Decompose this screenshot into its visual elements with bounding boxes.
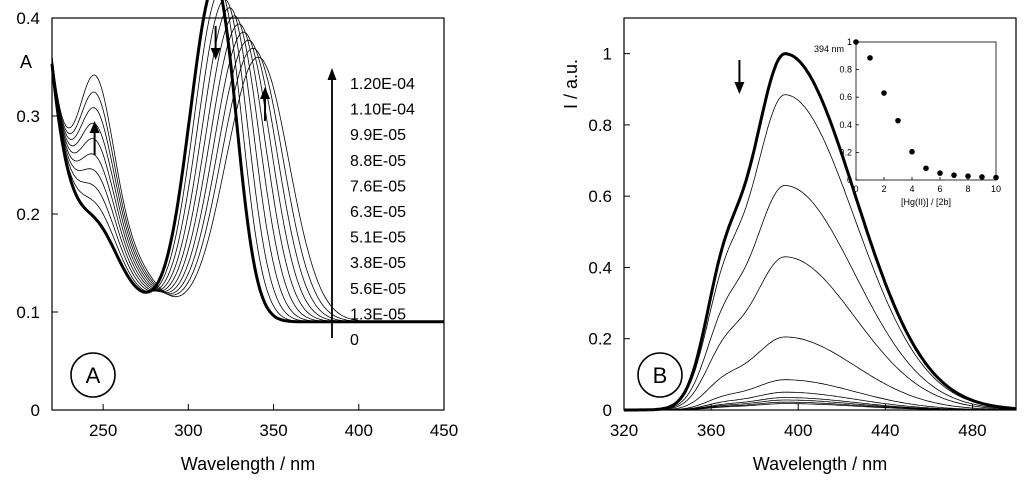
panel-b-y-tick-label: 0.4 (588, 258, 612, 277)
panel-b-x-axis: 320 360 400 440 480 (610, 404, 987, 440)
panel-a-legend-entry: 6.3E-05 (350, 204, 406, 221)
panel-b-spectrum-line (624, 52, 1017, 412)
panel-b-label: B (653, 363, 668, 388)
panel-a-legend-entry: 5.6E-05 (350, 281, 406, 298)
inset-data-point (867, 55, 873, 61)
panel-b-spectrum-line (624, 379, 1016, 411)
inset-data-point (853, 39, 859, 45)
panel-a-x-axis: 250 300 350 400 450 (89, 404, 458, 440)
panel-a-chart: 00.10.20.30.4 250 300 350 400 450 1.20E-041.… (16, 0, 458, 474)
panel-a-legend-entry: 1.10E-04 (350, 102, 415, 119)
panel-a-arrow-shifted-increase-head (260, 87, 271, 99)
panel-a-legend-entry: 1.3E-05 (350, 306, 406, 323)
panel-a-y-axis: 0 0.1 0.2 0.3 0.4 (16, 9, 58, 420)
panel-b-spectrum-line (624, 256, 1017, 411)
inset-y-tick-label: 0 (847, 175, 852, 185)
panel-b-label-circle (637, 352, 683, 398)
panel-a-y-tick-label: 0.1 (16, 303, 40, 322)
panel-b-x-tick-label: 320 (610, 421, 638, 440)
panel-b-chart: 00.20.40.60.81 320 360 400 440 480 Wavelengt… (561, 17, 1017, 474)
inset-x-tick-label: 6 (937, 184, 942, 194)
panel-a-y-tick-label: 0.2 (16, 205, 40, 224)
panel-b-y-tick-label: 1 (603, 45, 612, 64)
inset-chart: 00.20.40.60.810 2 4 6 8 10 394 nm [Hg(II)] / … (814, 37, 1001, 207)
panel-b-y-tick-label: 0 (603, 401, 612, 420)
panel-a-arrow-uv-increase-head (89, 121, 100, 133)
inset-data-point (993, 174, 999, 181)
panel-b-y-tick-label: 0.6 (588, 187, 612, 206)
inset-data-point (881, 90, 887, 96)
panel-b-arrow-decrease-head (734, 82, 745, 94)
panel-a-x-tick-label: 300 (174, 421, 202, 440)
inset-data-point (909, 148, 915, 155)
inset-data-point (923, 165, 929, 172)
inset-y-tick-label: 0.8 (839, 65, 852, 75)
panel-b-x-tick-label: 400 (784, 421, 812, 440)
panel-a-y-axis-title: A (20, 52, 32, 72)
panel-a-x-tick-label: 450 (430, 421, 458, 440)
panel-b-spectrum-line (624, 336, 1016, 411)
panel-a-y-tick-label: 0.3 (16, 107, 40, 126)
panel-b-x-tick-label: 440 (871, 421, 899, 440)
panel-a-x-tick-label: 400 (345, 421, 373, 440)
inset-data-point (951, 172, 957, 178)
inset-points (853, 39, 999, 181)
panel-a-x-axis-title: Wavelength / nm (181, 454, 315, 474)
panel-b-x-tick-label: 480 (958, 421, 986, 440)
inset-plot-frame (855, 41, 997, 181)
panel-b-spectrum-line (624, 94, 1017, 411)
panel-a-legend-entry: 9.9E-05 (350, 127, 406, 144)
panel-a-label-circle (70, 352, 116, 398)
inset-data-point (979, 174, 985, 180)
panel-b-spectrum-line (624, 185, 1017, 411)
panel-b-x-axis-title: Wavelength / nm (753, 454, 887, 474)
inset-annotation: 394 nm (814, 44, 844, 54)
inset-axes: 00.20.40.60.810 2 4 6 8 10 (839, 37, 1001, 194)
panel-a-legend-entry: 5.1E-05 (350, 230, 406, 247)
panel-a-legend-entry: 7.6E-05 (350, 178, 406, 195)
inset-data-point (937, 170, 943, 176)
panel-a-x-tick-label: 250 (89, 421, 117, 440)
inset-data-point (965, 173, 971, 179)
inset-y-tick-label: 1 (847, 37, 852, 47)
panel-a-spectra (50, 0, 444, 324)
panel-b-spectrum-line (624, 403, 1016, 411)
panel-b-spectra (624, 52, 1017, 412)
panel-a-legend-entry: 8.8E-05 (350, 153, 406, 170)
inset-y-tick-label: 0.2 (839, 147, 852, 157)
inset-x-tick-label: 4 (909, 184, 914, 194)
panel-b-y-tick-label: 0.8 (588, 116, 612, 135)
inset-x-tick-label: 0 (853, 184, 858, 194)
panel-a-legend: 1.20E-04 1.10E-04 9.9E-05 8.8E-05 7.6E-05 6.3… (327, 68, 415, 349)
panel-a-spectrum-line (51, 56, 444, 323)
inset-y-tick-label: 0.4 (839, 120, 852, 130)
panel-a-trend-arrows (89, 26, 271, 155)
panel-b-x-tick-label: 360 (697, 421, 725, 440)
panel-a-legend-entry: 0 (350, 332, 359, 349)
panel-b-y-tick-label: 0.2 (588, 330, 612, 349)
panel-a-arrow-main-decrease-head (210, 48, 221, 60)
inset-x-tick-label: 8 (965, 184, 970, 194)
panel-a-label: A (86, 363, 101, 388)
inset-x-tick-label: 10 (991, 184, 1001, 194)
inset-x-axis-title: [Hg(II)] / [2b] (901, 197, 951, 207)
panel-b-plot-frame (623, 17, 1017, 411)
panel-a-legend-entry: 3.8E-05 (350, 255, 406, 272)
panel-a-x-tick-label: 350 (259, 421, 287, 440)
panel-b-trend-arrow (734, 60, 745, 94)
panel-a-y-tick-label: 0 (31, 401, 40, 420)
inset-data-point (895, 117, 901, 124)
panel-b-y-axis: 0 0.2 0.4 0.6 0.8 1 (588, 45, 630, 420)
panel-b-y-axis-title: I / a.u. (561, 59, 581, 109)
legend-concentration-arrow-head (327, 68, 337, 80)
panel-a-y-tick-label: 0.4 (16, 9, 40, 28)
inset-x-tick-label: 2 (881, 184, 886, 194)
inset-y-tick-label: 0.6 (839, 92, 852, 102)
panel-a-spectrum-line (51, 23, 444, 323)
panel-a-legend-entry: 1.20E-04 (350, 76, 415, 93)
